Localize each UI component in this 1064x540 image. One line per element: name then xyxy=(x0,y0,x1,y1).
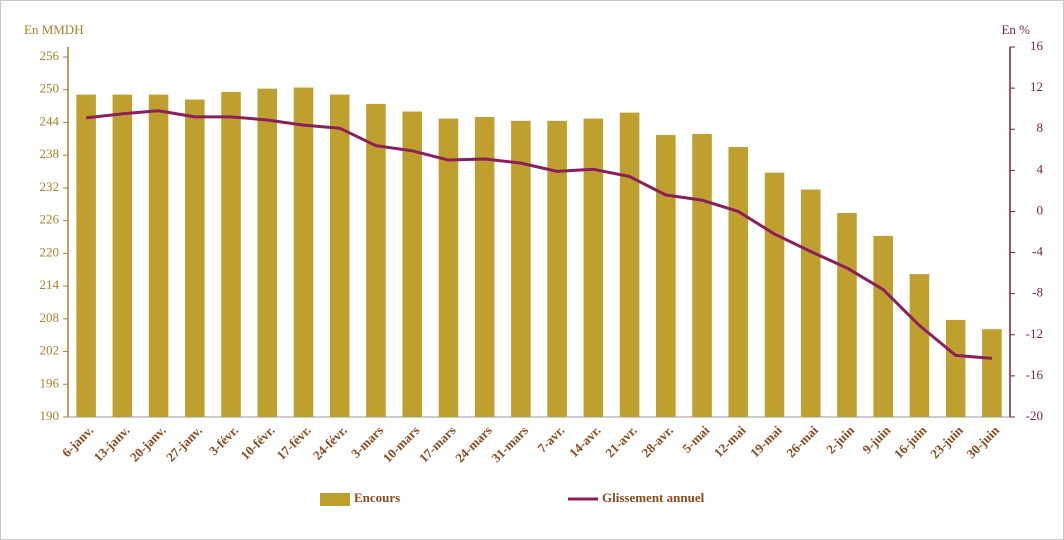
bar xyxy=(438,118,459,418)
y2-tick-label: -16 xyxy=(1026,367,1044,382)
legend-swatch xyxy=(320,493,350,506)
bar xyxy=(800,189,821,417)
bar xyxy=(837,213,857,417)
y-tick-label: 238 xyxy=(40,146,60,161)
y-tick-label: 208 xyxy=(40,310,60,325)
bar xyxy=(511,120,531,418)
bar xyxy=(583,118,604,418)
y-tick-label: 250 xyxy=(40,81,60,96)
y-tick-label: 256 xyxy=(40,48,60,63)
y2-tick-label: -20 xyxy=(1026,408,1043,423)
legend-label: Encours xyxy=(354,490,400,505)
bar xyxy=(402,111,422,417)
bar xyxy=(148,94,169,418)
bar xyxy=(873,235,893,417)
y2-tick-label: 4 xyxy=(1037,161,1044,176)
y-tick-label: 196 xyxy=(40,375,60,390)
y-tick-label: 190 xyxy=(40,408,60,423)
bar xyxy=(257,88,278,418)
bar xyxy=(656,135,676,417)
y-tick-label: 202 xyxy=(40,343,60,358)
y2-tick-label: 0 xyxy=(1037,202,1044,217)
bar xyxy=(221,91,241,417)
bar xyxy=(692,133,712,417)
y-axis-label: En MMDH xyxy=(24,22,84,37)
y2-tick-label: -4 xyxy=(1032,244,1043,259)
y-tick-label: 232 xyxy=(40,179,60,194)
bar xyxy=(474,117,495,417)
legend-label: Glissement annuel xyxy=(602,490,705,505)
y-tick-label: 220 xyxy=(40,244,60,259)
bar xyxy=(764,172,785,417)
bar xyxy=(293,87,314,417)
y2-tick-label: -8 xyxy=(1032,285,1043,300)
bar xyxy=(112,94,133,418)
bar xyxy=(982,329,1002,417)
bar xyxy=(329,94,350,418)
bar xyxy=(728,147,749,417)
bar xyxy=(909,274,930,417)
bar xyxy=(185,99,205,417)
y-tick-label: 214 xyxy=(40,277,60,292)
y2-tick-label: 8 xyxy=(1037,120,1044,135)
y-tick-label: 226 xyxy=(40,212,60,227)
bar xyxy=(619,112,640,418)
bar xyxy=(945,319,966,417)
line xyxy=(85,109,993,360)
bar xyxy=(366,103,386,417)
bar xyxy=(547,120,567,418)
y2-tick-label: 16 xyxy=(1030,38,1044,53)
y2-tick-label: 12 xyxy=(1030,79,1043,94)
y2-axis-label: En % xyxy=(1001,22,1030,37)
y-tick-label: 244 xyxy=(40,113,60,128)
y2-tick-label: -12 xyxy=(1026,326,1043,341)
bar xyxy=(76,94,96,418)
